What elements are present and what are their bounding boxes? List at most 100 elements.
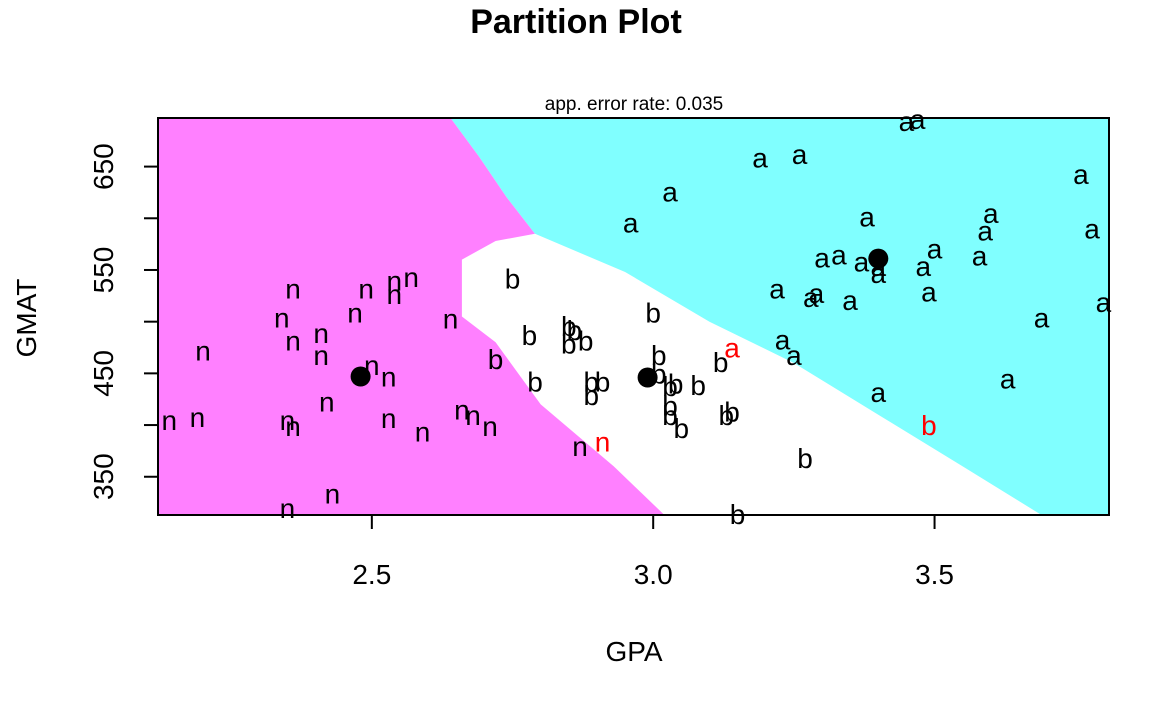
point-b-39: b [645,297,661,328]
point-n-18: n [387,279,403,310]
point-n-16: n [381,362,397,393]
point-a-54: a [724,333,740,364]
point-a-57: a [752,142,768,173]
class-centroids [350,248,889,388]
point-a-66: a [842,285,858,316]
point-b-32: b [561,311,577,342]
point-n-0: n [162,405,178,436]
x-axis-label: GPA [605,636,662,667]
point-b-49: b [719,400,735,431]
point-b-38: b [595,367,611,398]
point-n-4: n [285,411,301,442]
point-b-28: b [488,344,504,375]
point-n-20: n [403,262,419,293]
point-n-9: n [313,318,329,349]
point-a-71: a [871,377,887,408]
point-n-11: n [319,386,335,417]
point-n-7: n [285,274,301,305]
x-tick-label-2: 3.5 [915,559,954,590]
point-n-2: n [195,336,211,367]
point-a-68: a [859,201,875,232]
centroid-marker-0 [350,366,371,387]
point-n-25: n [482,411,498,442]
point-a-84: a [1096,287,1112,318]
region-class-a [450,118,1110,515]
point-n-22: n [443,304,459,335]
point-a-74: a [916,251,932,282]
point-b-47: b [690,370,706,401]
y-tick-label-6: 650 [88,143,119,190]
point-n-26: n [572,431,588,462]
point-b-52: b [797,443,813,474]
point-b-44: b [662,400,678,431]
point-a-83: a [1084,214,1100,245]
point-n-3: n [280,405,296,436]
point-a-67: a [854,247,870,278]
y-axis: 350 450 550 650 [88,143,159,500]
point-a-62: a [803,282,819,313]
x-tick-label-0: 2.5 [352,559,391,590]
point-n-21: n [415,416,431,447]
point-a-65: a [831,240,847,271]
point-n-23: n [454,395,470,426]
point-b-46: b [674,413,690,444]
point-a-80: a [1000,364,1016,395]
point-b-33: b [561,328,577,359]
chart-title: Partition Plot [470,3,682,41]
point-n-13: n [347,297,363,328]
point-b-43: b [662,390,678,421]
point-n-1: n [190,402,206,433]
point-b-37: b [584,380,600,411]
y-tick-label-2: 450 [88,350,119,397]
point-b-50: b [724,397,740,428]
y-axis-label: GMAT [11,279,42,358]
point-n-6: n [274,303,290,334]
point-n-10: n [313,340,329,371]
x-tick-label-1: 3.0 [634,559,673,590]
point-b-31: b [527,367,543,398]
x-axis: 2.5 3.0 3.5 [352,514,954,590]
point-b-40: b [651,340,667,371]
point-a-58: a [792,139,808,170]
point-a-75: a [921,277,937,308]
point-n-12: n [325,478,341,509]
point-n-17: n [381,403,397,434]
point-b-34: b [567,315,583,346]
centroid-marker-1 [637,367,658,388]
point-b-35: b [578,325,594,356]
point-b-45: b [668,369,684,400]
point-b-42: b [662,371,678,402]
point-a-77: a [972,241,988,272]
y-tick-label-4: 550 [88,247,119,294]
y-tick-label-0: 350 [88,453,119,500]
point-a-64: a [814,243,830,274]
point-b-53: b [921,410,937,441]
point-n-27: n [595,427,611,458]
point-b-36: b [584,367,600,398]
point-a-56: a [662,176,678,207]
point-a-81: a [1034,303,1050,334]
point-a-55: a [623,208,639,239]
point-a-60: a [775,324,791,355]
point-a-79: a [983,198,999,229]
region-class-n [158,118,665,515]
point-n-24: n [465,400,481,431]
point-a-73: a [910,104,926,135]
point-n-19: n [387,265,403,296]
point-n-8: n [285,325,301,356]
point-a-76: a [927,233,943,264]
point-a-72: a [899,106,915,137]
point-n-5: n [280,493,296,524]
chart-subtitle: app. error rate: 0.035 [545,94,724,115]
point-a-82: a [1073,159,1089,190]
point-n-14: n [358,274,374,305]
point-b-29: b [505,263,521,294]
centroid-marker-2 [868,248,889,269]
point-b-48: b [713,347,729,378]
point-b-30: b [522,320,538,351]
point-a-63: a [809,278,825,309]
point-a-59: a [769,274,785,305]
point-a-61: a [786,340,802,371]
